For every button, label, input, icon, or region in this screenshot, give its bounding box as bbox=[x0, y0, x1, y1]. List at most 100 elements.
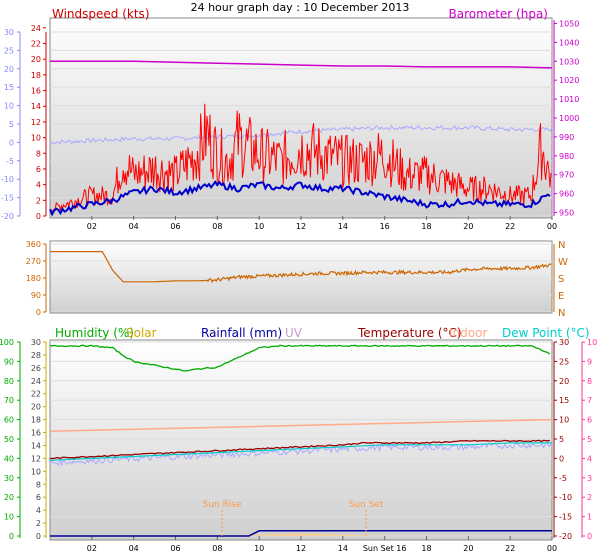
panel3-temperature-tick-label: 5 bbox=[559, 435, 564, 444]
humidity-legend: Humidity (%) bbox=[55, 326, 134, 340]
panel3-solar-tick-label: 10 bbox=[31, 467, 41, 476]
panel1-windspeed-line bbox=[49, 103, 552, 213]
panel1-left-inner-tick-label: 8 bbox=[36, 149, 41, 158]
panel3-solar-tick-label: 14 bbox=[31, 441, 41, 450]
panel3-x-ticks: 02 04 06 08 10 12 14 Sun Set 16 18 20 22 00 bbox=[87, 536, 557, 553]
panel1-left-outer-tick-label: -5 bbox=[6, 157, 14, 166]
panel1-left-outer-tick-label: 20 bbox=[4, 65, 14, 74]
panel2-plot-area bbox=[49, 240, 553, 314]
panel3-rightmost-tick-label: 1 bbox=[587, 513, 592, 522]
panel1-barometer-line bbox=[50, 60, 553, 69]
panel1-x-tick-label: 22 bbox=[505, 222, 515, 231]
panel3-humidity-tick-label: 50 bbox=[4, 435, 14, 444]
panel1-x-tick-label: 20 bbox=[463, 222, 473, 231]
panel3-solar-tick-label: 30 bbox=[31, 338, 41, 347]
panel3-temperature-line bbox=[49, 439, 550, 460]
panel3-temperature-tick-label: 15 bbox=[559, 396, 569, 405]
panel1-left-outer-tick-label: -15 bbox=[1, 194, 14, 203]
panel1-x-ticks: 02 04 06 08 10 12 14 16 18 20 22 00 bbox=[87, 216, 557, 231]
panel3-rightmost-tick-label: 6 bbox=[587, 416, 592, 425]
panel3-solar-tick-label: 22 bbox=[31, 390, 41, 399]
panel1-x-tick-label: 02 bbox=[87, 222, 97, 231]
panel3-temperature-tick-label: -20 bbox=[559, 532, 572, 541]
panel1-x-tick-label: 04 bbox=[129, 222, 139, 231]
panel3-temperature-tick-label: 10 bbox=[559, 416, 569, 425]
panel3-humidity-line bbox=[49, 344, 551, 372]
panel2-compass-label: E bbox=[558, 291, 564, 302]
panel3-humidity-tick-label: 0 bbox=[9, 532, 14, 541]
panel3-humidity-tick-label: 20 bbox=[4, 493, 14, 502]
dewpoint-legend: Dew Point (°C) bbox=[502, 326, 590, 340]
panel2-compass-label: W bbox=[558, 257, 568, 268]
panel1-series bbox=[49, 60, 553, 217]
panel1-left-inner-tick-label: 4 bbox=[36, 181, 41, 190]
panel3-dewpoint-line bbox=[49, 442, 552, 461]
panel3-rainfall-line bbox=[50, 530, 552, 537]
panel3-x-tick-label: 14 bbox=[338, 544, 348, 553]
panel3-humidity-tick-label: 30 bbox=[4, 474, 14, 483]
panel3-temperature-ticks: 30 25 20 15 10 5 0 -5 -10 -15 -20 bbox=[554, 338, 572, 541]
panel2-left-tick-label: 90 bbox=[31, 291, 41, 300]
panel3-solar-tick-label: 8 bbox=[36, 480, 41, 489]
panel1-left-inner-tick-label: 22 bbox=[31, 40, 41, 49]
panel2-left-tick-label: 360 bbox=[26, 240, 41, 249]
panel1-left-inner-tick-label: 20 bbox=[31, 55, 41, 64]
panel1-x-tick-label: 06 bbox=[170, 222, 180, 231]
panel1-left-outer-tick-label: 25 bbox=[4, 46, 14, 55]
panel3-x-tick-label: 20 bbox=[463, 544, 473, 553]
panel2-compass-label: N bbox=[558, 308, 565, 319]
panel1-left-inner-tick-label: 14 bbox=[31, 102, 41, 111]
panel3-solar-tick-label: 18 bbox=[31, 416, 41, 425]
panel3-humidity-tick-label: 10 bbox=[4, 513, 14, 522]
panel1-left-outer-ticks: 30 25 20 15 10 5 0 -5 -10 -15 -20 bbox=[1, 28, 20, 221]
chart-title: 24 hour graph day : 10 December 2013 bbox=[191, 1, 410, 14]
uv-legend: UV bbox=[285, 326, 303, 340]
panel3-solar-tick-label: 28 bbox=[31, 351, 41, 360]
panel3-humidity-tick-label: 100 bbox=[0, 338, 14, 347]
sunrise-label: Sun Rise bbox=[203, 500, 242, 510]
panel3-rightmost-tick-label: 7 bbox=[587, 396, 592, 405]
panel1-right-tick-label: 990 bbox=[559, 133, 574, 142]
panel3-solar-tick-label: 0 bbox=[36, 532, 41, 541]
panel3-rightmost-tick-label: 4 bbox=[587, 454, 592, 463]
panel3-temperature-tick-label: -10 bbox=[559, 493, 572, 502]
panel2-left-tick-label: 270 bbox=[26, 257, 41, 266]
panel3-rightmost-tick-label: 3 bbox=[587, 474, 592, 483]
panel2-gridlines bbox=[50, 243, 552, 313]
panel1-left-inner-tick-label: 12 bbox=[31, 118, 41, 127]
panel3-temperature-tick-label: 30 bbox=[559, 338, 569, 347]
panel1-right-tick-label: 970 bbox=[559, 171, 574, 180]
panel1-x-tick-label: 16 bbox=[380, 222, 390, 231]
panel3-rightmost-tick-label: 2 bbox=[587, 493, 592, 502]
panel1-left-outer-tick-label: 10 bbox=[4, 102, 14, 111]
panel3-humidity-tick-label: 80 bbox=[4, 377, 14, 386]
panel1-left-inner-tick-label: 6 bbox=[36, 165, 41, 174]
panel3-series bbox=[49, 344, 553, 537]
panel1-x-tick-label: 18 bbox=[421, 222, 431, 231]
panel1-left-inner-tick-label: 16 bbox=[31, 87, 41, 96]
panel1-right-tick-label: 1030 bbox=[559, 57, 579, 66]
panel3-temperature-tick-label: -15 bbox=[559, 513, 572, 522]
panel3-humidity-tick-label: 70 bbox=[4, 396, 14, 405]
panel1-right-tick-label: 1000 bbox=[559, 114, 579, 123]
panel1-right-tick-label: 950 bbox=[559, 209, 574, 218]
panel3-temp-trace bbox=[49, 441, 553, 467]
panel1-left-outer-tick-label: -20 bbox=[1, 212, 14, 221]
panel3-rightmost-tick-label: 5 bbox=[587, 435, 592, 444]
windspeed-axis-title: Windspeed (kts) bbox=[52, 7, 150, 21]
panel3-humidity-tick-label: 60 bbox=[4, 416, 14, 425]
panel3-temperature-tick-label: 20 bbox=[559, 377, 569, 386]
panel1-x-tick-label: 08 bbox=[212, 222, 222, 231]
panel3-solar-tick-label: 24 bbox=[31, 377, 41, 386]
panel1-right-tick-label: 1010 bbox=[559, 95, 579, 104]
sunset-label: Sun Set bbox=[349, 500, 384, 510]
panel2-left-ticks: 360 270 180 90 0 bbox=[26, 240, 46, 317]
panel2-compass-label: N bbox=[558, 240, 565, 251]
panel1-left-inner-tick-label: 18 bbox=[31, 71, 41, 80]
panel3-solar-tick-label: 20 bbox=[31, 403, 41, 412]
panel1-temperature-trace bbox=[49, 124, 553, 145]
